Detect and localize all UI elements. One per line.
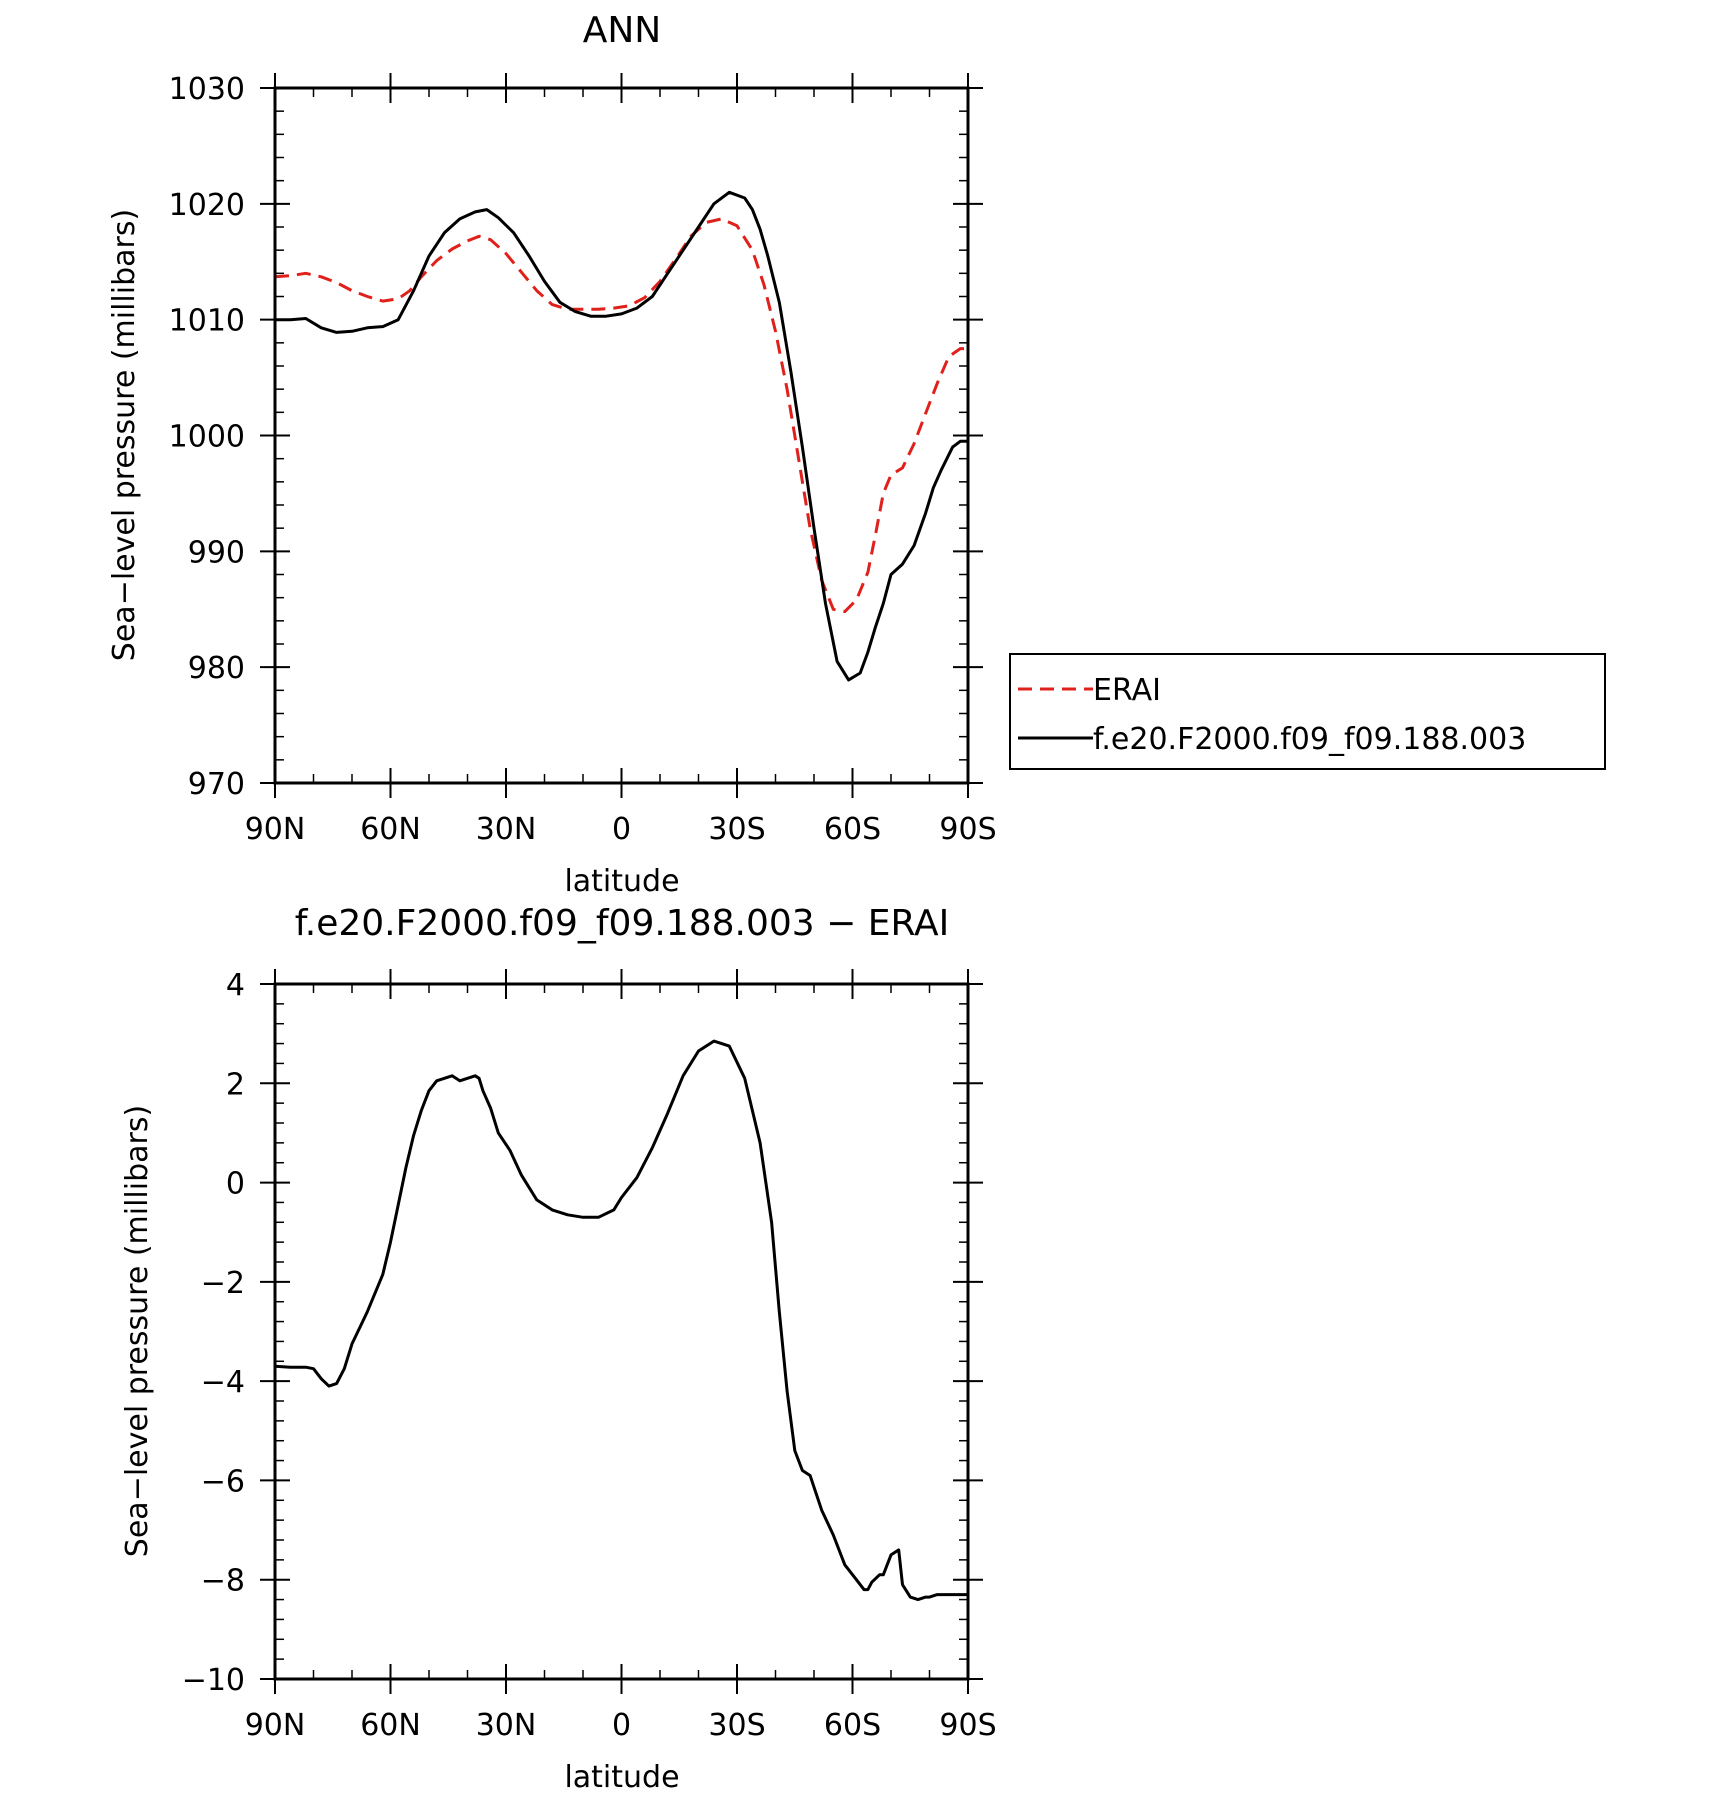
legend-box (1009, 653, 1606, 770)
x-tick-label: 60N (360, 812, 421, 847)
series-line-erai (274, 217, 968, 614)
legend-label-erai: ERAI (1093, 673, 1161, 708)
y-tick-label: 0 (226, 1167, 245, 1202)
y-tick-label: 1010 (169, 304, 245, 339)
top-y-axis-title: Sea−level pressure (millibars) (107, 209, 142, 661)
y-tick-label: −8 (201, 1564, 245, 1599)
bottom-x-axis-title: latitude (564, 1760, 679, 1794)
x-tick-label: 0 (612, 812, 631, 847)
bottom-chart: f.e20.F2000.f09_f09.188.003 − ERAI −10 −8… (120, 903, 997, 1794)
x-tick-label: 30S (708, 812, 765, 847)
y-tick-label: 970 (188, 767, 245, 802)
y-tick-label: 4 (226, 968, 245, 1003)
y-tick-label: 2 (226, 1067, 245, 1102)
y-tick-label: −10 (182, 1663, 245, 1698)
x-tick-label: 90S (939, 812, 996, 847)
top-plot-frame (273, 86, 970, 785)
bottom-chart-title: f.e20.F2000.f09_f09.188.003 − ERAI (295, 903, 950, 944)
bottom-plot-frame (273, 982, 970, 1681)
y-tick-label: 990 (188, 535, 245, 570)
y-tick-label: −4 (201, 1365, 245, 1400)
x-tick-label: 90S (939, 1708, 996, 1743)
y-tick-label: −2 (201, 1266, 245, 1301)
y-tick-label: 1020 (169, 188, 245, 223)
legend-label-model: f.e20.F2000.f09_f09.188.003 (1093, 722, 1526, 757)
x-tick-label: 30N (476, 812, 537, 847)
series-line-model (275, 190, 968, 682)
y-tick-label: 1000 (169, 420, 245, 455)
y-tick-label: 980 (188, 651, 245, 686)
x-tick-label: 60S (824, 812, 881, 847)
top-chart: ANN 970 980 990 1000 1010 1020 1030 90N 60N 30N 0… (107, 10, 1606, 899)
y-tick-label: −6 (201, 1464, 245, 1499)
x-tick-label: 90N (245, 812, 306, 847)
top-x-axis-title: latitude (564, 864, 679, 899)
x-tick-label: 90N (245, 1708, 306, 1743)
y-tick-label: 1030 (169, 72, 245, 107)
x-tick-label: 30N (476, 1708, 537, 1743)
x-tick-label: 30S (708, 1708, 765, 1743)
legend: ERAI f.e20.F2000.f09_f09.188.003 (1009, 653, 1606, 770)
top-chart-title: ANN (583, 10, 662, 51)
x-tick-label: 60S (824, 1708, 881, 1743)
x-tick-label: 0 (612, 1708, 631, 1743)
bottom-y-axis-title: Sea−level pressure (millibars) (120, 1105, 155, 1557)
series-line-difference (274, 1039, 968, 1602)
x-tick-label: 60N (360, 1708, 421, 1743)
